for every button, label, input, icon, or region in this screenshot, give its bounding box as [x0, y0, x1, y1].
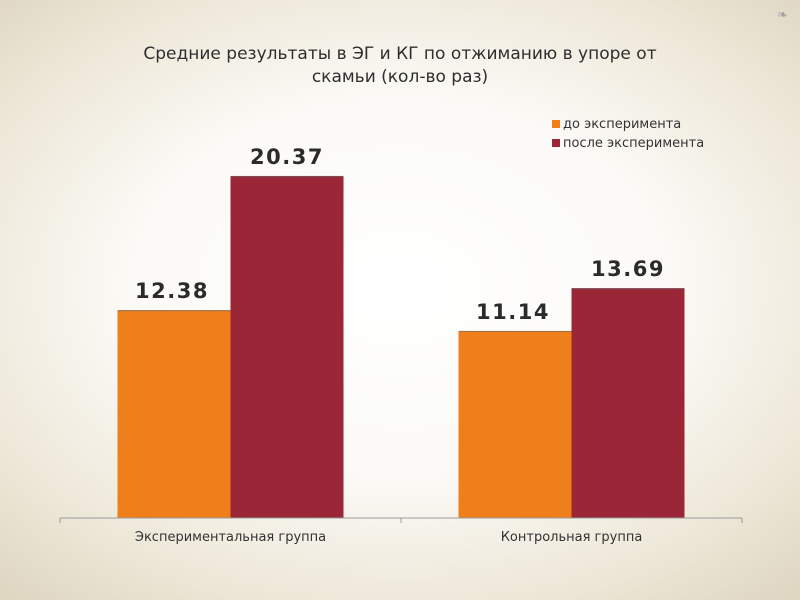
data-label-2-2: 13.69	[591, 257, 665, 281]
corner-ornament-icon: ❧	[777, 8, 788, 23]
legend-swatch-1	[552, 120, 560, 128]
bar-2-series-1	[458, 330, 572, 518]
data-label-2-1: 11.14	[476, 300, 550, 324]
x-tick-label-2: Контрольная группа	[501, 530, 643, 545]
legend-label-1: до эксперимента	[563, 117, 681, 132]
x-tick-label-1: Экспериментальная группа	[135, 530, 326, 545]
bar-1-series-2	[230, 176, 344, 518]
chart-title-line-1: Средние результаты в ЭГ и КГ по отжимани…	[143, 44, 656, 64]
chart-title-line-2: скамьи (кол-во раз)	[312, 67, 488, 87]
bar-2-series-2	[571, 288, 685, 518]
legend-swatch-2	[552, 139, 560, 147]
data-label-1-2: 20.37	[250, 145, 324, 169]
legend-label-2: после эксперимента	[563, 136, 704, 151]
data-label-1-1: 12.38	[135, 279, 209, 303]
bar-1-series-1	[117, 310, 231, 518]
